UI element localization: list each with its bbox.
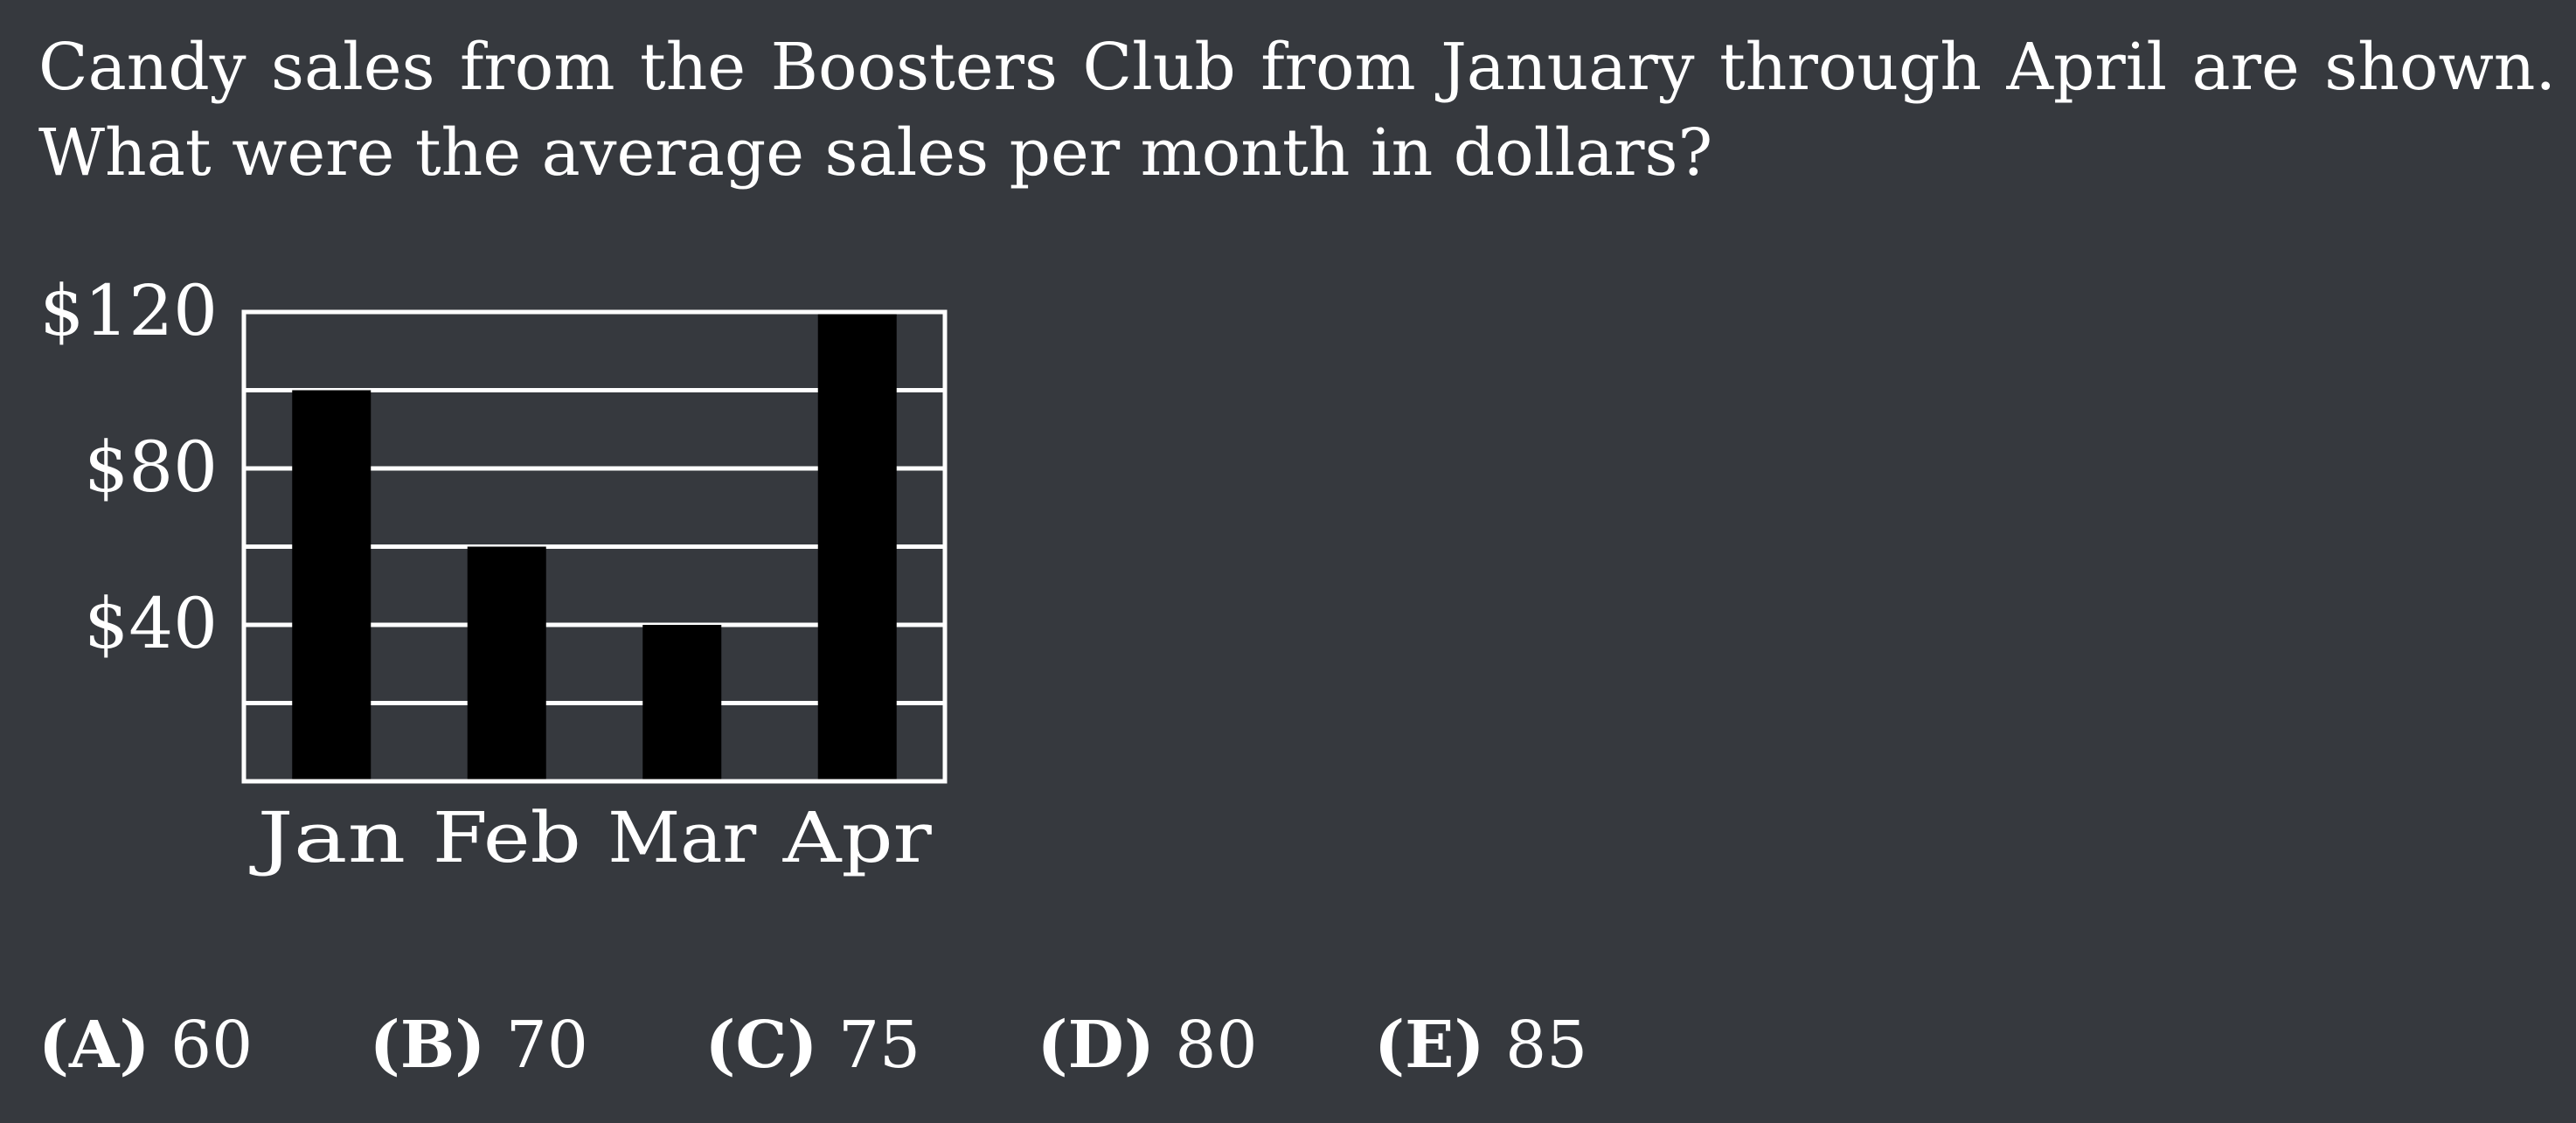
- choice-c[interactable]: (C) 75: [705, 1002, 921, 1089]
- choice-e-letter: (E): [1374, 1008, 1485, 1083]
- question-line-2: What were the average sales per month in…: [38, 115, 1713, 191]
- choice-d[interactable]: (D) 80: [1038, 1002, 1258, 1089]
- choice-e[interactable]: (E) 85: [1374, 1002, 1587, 1089]
- choice-d-letter: (D): [1037, 1008, 1155, 1083]
- y-tick-label-40: $40: [84, 583, 218, 664]
- choice-c-value: 75: [837, 1008, 921, 1083]
- x-tick-label-mar: Mar: [608, 797, 757, 878]
- bar-feb: [467, 546, 546, 781]
- choice-a[interactable]: (A) 60: [38, 1002, 253, 1089]
- y-tick-label-80: $80: [84, 426, 218, 508]
- choice-d-value: 80: [1175, 1008, 1258, 1083]
- x-tick-label-feb: Feb: [433, 797, 581, 878]
- answer-choices: (A) 60 (B) 70 (C) 75 (D) 80 (E) 85: [38, 1002, 1684, 1089]
- choice-b-letter: (B): [369, 1008, 486, 1083]
- x-tick-label-apr: Apr: [782, 797, 933, 878]
- question-line-1: Candy sales from the Boosters Club from …: [38, 30, 2556, 105]
- sales-bar-chart: $40 $80 $120 Jan Feb Mar Apr: [39, 270, 948, 878]
- y-tick-label-120: $120: [39, 270, 218, 351]
- bar-mar: [642, 625, 722, 781]
- choice-b-value: 70: [505, 1008, 588, 1083]
- choice-a-value: 60: [170, 1008, 253, 1083]
- choice-b[interactable]: (B) 70: [370, 1002, 588, 1089]
- choice-a-letter: (A): [38, 1008, 150, 1083]
- bar-jan: [292, 390, 371, 781]
- bar-apr: [817, 312, 897, 781]
- choice-c-letter: (C): [705, 1008, 818, 1083]
- choice-e-value: 85: [1505, 1008, 1588, 1083]
- x-tick-label-jan: Jan: [249, 797, 406, 878]
- question-text: Candy sales from the Boosters Club from …: [38, 24, 2556, 196]
- plot-frame: [241, 309, 948, 784]
